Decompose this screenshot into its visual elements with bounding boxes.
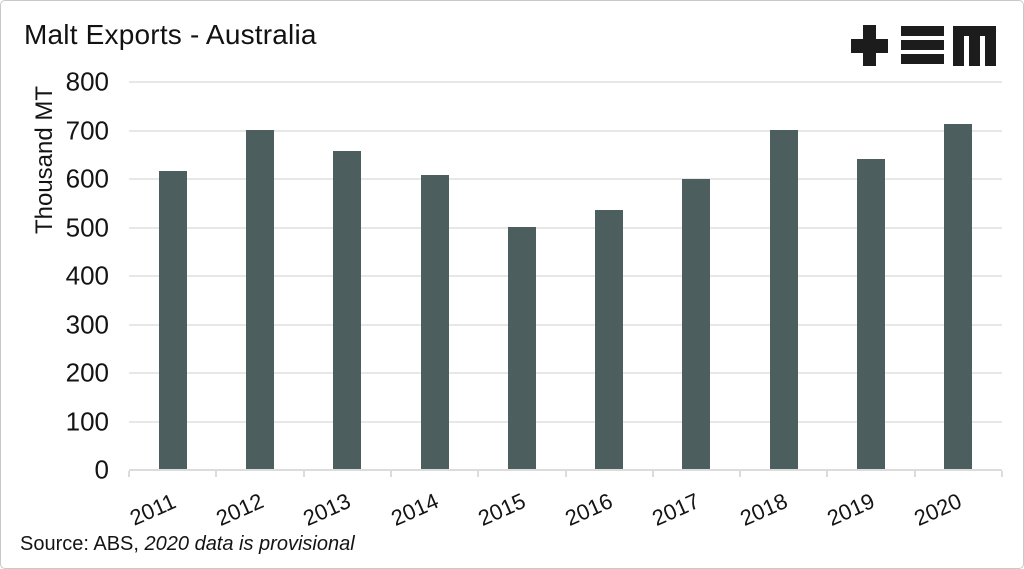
x-axis-tick bbox=[215, 471, 217, 477]
tem-logo-icon bbox=[851, 25, 996, 66]
bar-2019 bbox=[857, 159, 885, 470]
source-note: 2020 data is provisional bbox=[144, 533, 355, 555]
source-caption: Source: ABS, 2020 data is provisional bbox=[20, 533, 355, 556]
x-axis-tick bbox=[739, 471, 741, 477]
gridline-500 bbox=[129, 226, 1002, 229]
gridline-600 bbox=[129, 178, 1002, 180]
x-axis-line bbox=[129, 469, 1002, 471]
x-axis-tick bbox=[390, 471, 392, 477]
chart-title: Malt Exports - Australia bbox=[24, 19, 317, 50]
bar-2015 bbox=[508, 227, 536, 470]
y-tick-label-400: 400 bbox=[65, 260, 109, 291]
x-axis-tick bbox=[652, 471, 654, 477]
gridline-800 bbox=[129, 81, 1002, 83]
x-axis-tick bbox=[826, 471, 828, 477]
y-tick-label-100: 100 bbox=[65, 406, 109, 436]
source-prefix: Source: ABS, bbox=[20, 533, 145, 555]
y-tick-label-300: 300 bbox=[65, 309, 109, 339]
bar-2017 bbox=[682, 179, 710, 470]
plot-area bbox=[129, 81, 1002, 470]
x-axis-tick bbox=[477, 471, 479, 477]
x-axis-tick bbox=[565, 471, 567, 477]
bar-2016 bbox=[595, 210, 623, 470]
gridline-200 bbox=[129, 372, 1002, 374]
gridline-400 bbox=[129, 275, 1002, 277]
bar-2020 bbox=[944, 124, 972, 470]
x-axis-tick bbox=[128, 471, 130, 477]
y-tick-label-700: 700 bbox=[65, 115, 109, 145]
y-tick-label-600: 600 bbox=[65, 163, 109, 194]
x-axis-tick bbox=[914, 471, 916, 477]
x-axis-tick bbox=[303, 471, 305, 477]
y-tick-label-0: 0 bbox=[94, 454, 109, 485]
bar-2012 bbox=[246, 130, 274, 470]
bar-2018 bbox=[770, 130, 798, 470]
x-axis-tick bbox=[1001, 471, 1003, 477]
y-tick-label-500: 500 bbox=[65, 212, 109, 242]
gridline-300 bbox=[129, 323, 1002, 326]
gridline-100 bbox=[129, 420, 1002, 423]
bar-2013 bbox=[333, 151, 361, 470]
bar-2014 bbox=[421, 175, 449, 470]
bar-2011 bbox=[159, 171, 187, 470]
gridline-700 bbox=[129, 129, 1002, 132]
y-tick-label-200: 200 bbox=[65, 357, 109, 388]
y-tick-label-800: 800 bbox=[65, 66, 109, 97]
